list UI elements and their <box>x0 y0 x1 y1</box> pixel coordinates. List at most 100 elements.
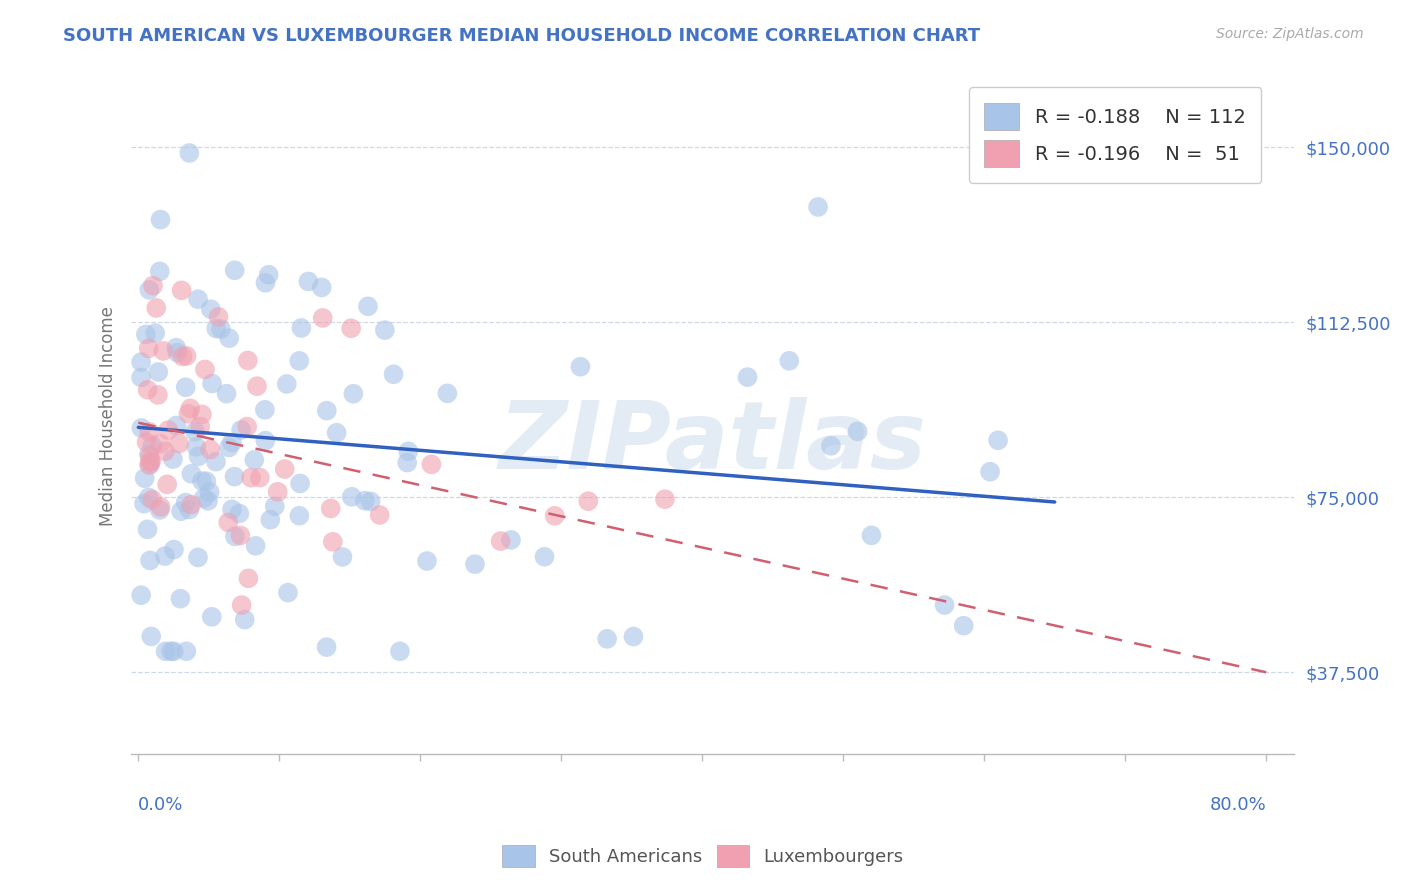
Point <box>277 585 299 599</box>
Point <box>195 474 218 488</box>
Point <box>138 283 160 297</box>
Point <box>186 440 208 454</box>
Point <box>135 435 157 450</box>
Point <box>136 383 159 397</box>
Point <box>170 284 193 298</box>
Point <box>229 423 252 437</box>
Point <box>353 493 375 508</box>
Point <box>217 516 239 530</box>
Point <box>288 354 311 368</box>
Point <box>737 370 759 384</box>
Point <box>174 380 197 394</box>
Point <box>166 345 188 359</box>
Point <box>221 435 243 450</box>
Point <box>388 644 411 658</box>
Point <box>141 439 163 453</box>
Point <box>139 455 162 469</box>
Point <box>221 502 243 516</box>
Point <box>139 450 162 464</box>
Point <box>233 613 256 627</box>
Point <box>179 401 201 416</box>
Point <box>288 508 311 523</box>
Point <box>138 425 160 439</box>
Point <box>139 454 162 468</box>
Point <box>149 212 172 227</box>
Point <box>396 444 419 458</box>
Point <box>218 331 240 345</box>
Point <box>198 485 221 500</box>
Point <box>489 534 512 549</box>
Point <box>979 465 1001 479</box>
Point <box>180 498 202 512</box>
Point <box>152 343 174 358</box>
Point <box>533 549 555 564</box>
Point <box>141 492 163 507</box>
Point <box>169 591 191 606</box>
Point <box>201 609 224 624</box>
Point <box>259 513 281 527</box>
Point <box>257 268 280 282</box>
Point <box>807 200 830 214</box>
Point <box>176 349 198 363</box>
Point <box>157 423 180 437</box>
Point <box>236 419 259 434</box>
Point <box>166 418 188 433</box>
Point <box>224 263 246 277</box>
Point <box>179 502 201 516</box>
Point <box>315 403 337 417</box>
Point <box>569 359 592 374</box>
Point <box>218 441 240 455</box>
Point <box>623 630 645 644</box>
Point <box>138 447 160 461</box>
Point <box>177 407 200 421</box>
Point <box>209 322 232 336</box>
Point <box>149 264 172 278</box>
Point <box>174 495 197 509</box>
Point <box>288 476 311 491</box>
Point <box>170 504 193 518</box>
Point <box>357 299 380 313</box>
Point <box>290 321 312 335</box>
Point <box>205 321 228 335</box>
Point <box>246 379 269 393</box>
Point <box>187 550 209 565</box>
Point <box>820 439 842 453</box>
Point <box>201 376 224 391</box>
Point <box>224 469 246 483</box>
Point <box>160 644 183 658</box>
Point <box>180 467 202 481</box>
Point <box>138 342 160 356</box>
Point <box>215 386 238 401</box>
Point <box>374 323 396 337</box>
Point <box>141 629 163 643</box>
Point <box>149 503 172 517</box>
Point <box>576 494 599 508</box>
Point <box>139 458 162 472</box>
Point <box>396 456 419 470</box>
Point <box>253 402 276 417</box>
Point <box>165 341 187 355</box>
Point <box>143 326 166 340</box>
Point <box>319 501 342 516</box>
Point <box>263 500 285 514</box>
Point <box>499 533 522 547</box>
Point <box>340 490 363 504</box>
Point <box>243 453 266 467</box>
Point <box>860 528 883 542</box>
Point <box>132 497 155 511</box>
Point <box>312 310 335 325</box>
Point <box>149 500 172 514</box>
Point <box>179 146 201 161</box>
Point <box>163 644 186 658</box>
Point <box>315 640 337 654</box>
Point <box>654 492 676 507</box>
Point <box>145 301 167 315</box>
Point <box>249 470 271 484</box>
Point <box>198 442 221 457</box>
Point <box>311 280 333 294</box>
Point <box>194 362 217 376</box>
Point <box>153 549 176 563</box>
Point <box>135 327 157 342</box>
Point <box>464 557 486 571</box>
Point <box>146 388 169 402</box>
